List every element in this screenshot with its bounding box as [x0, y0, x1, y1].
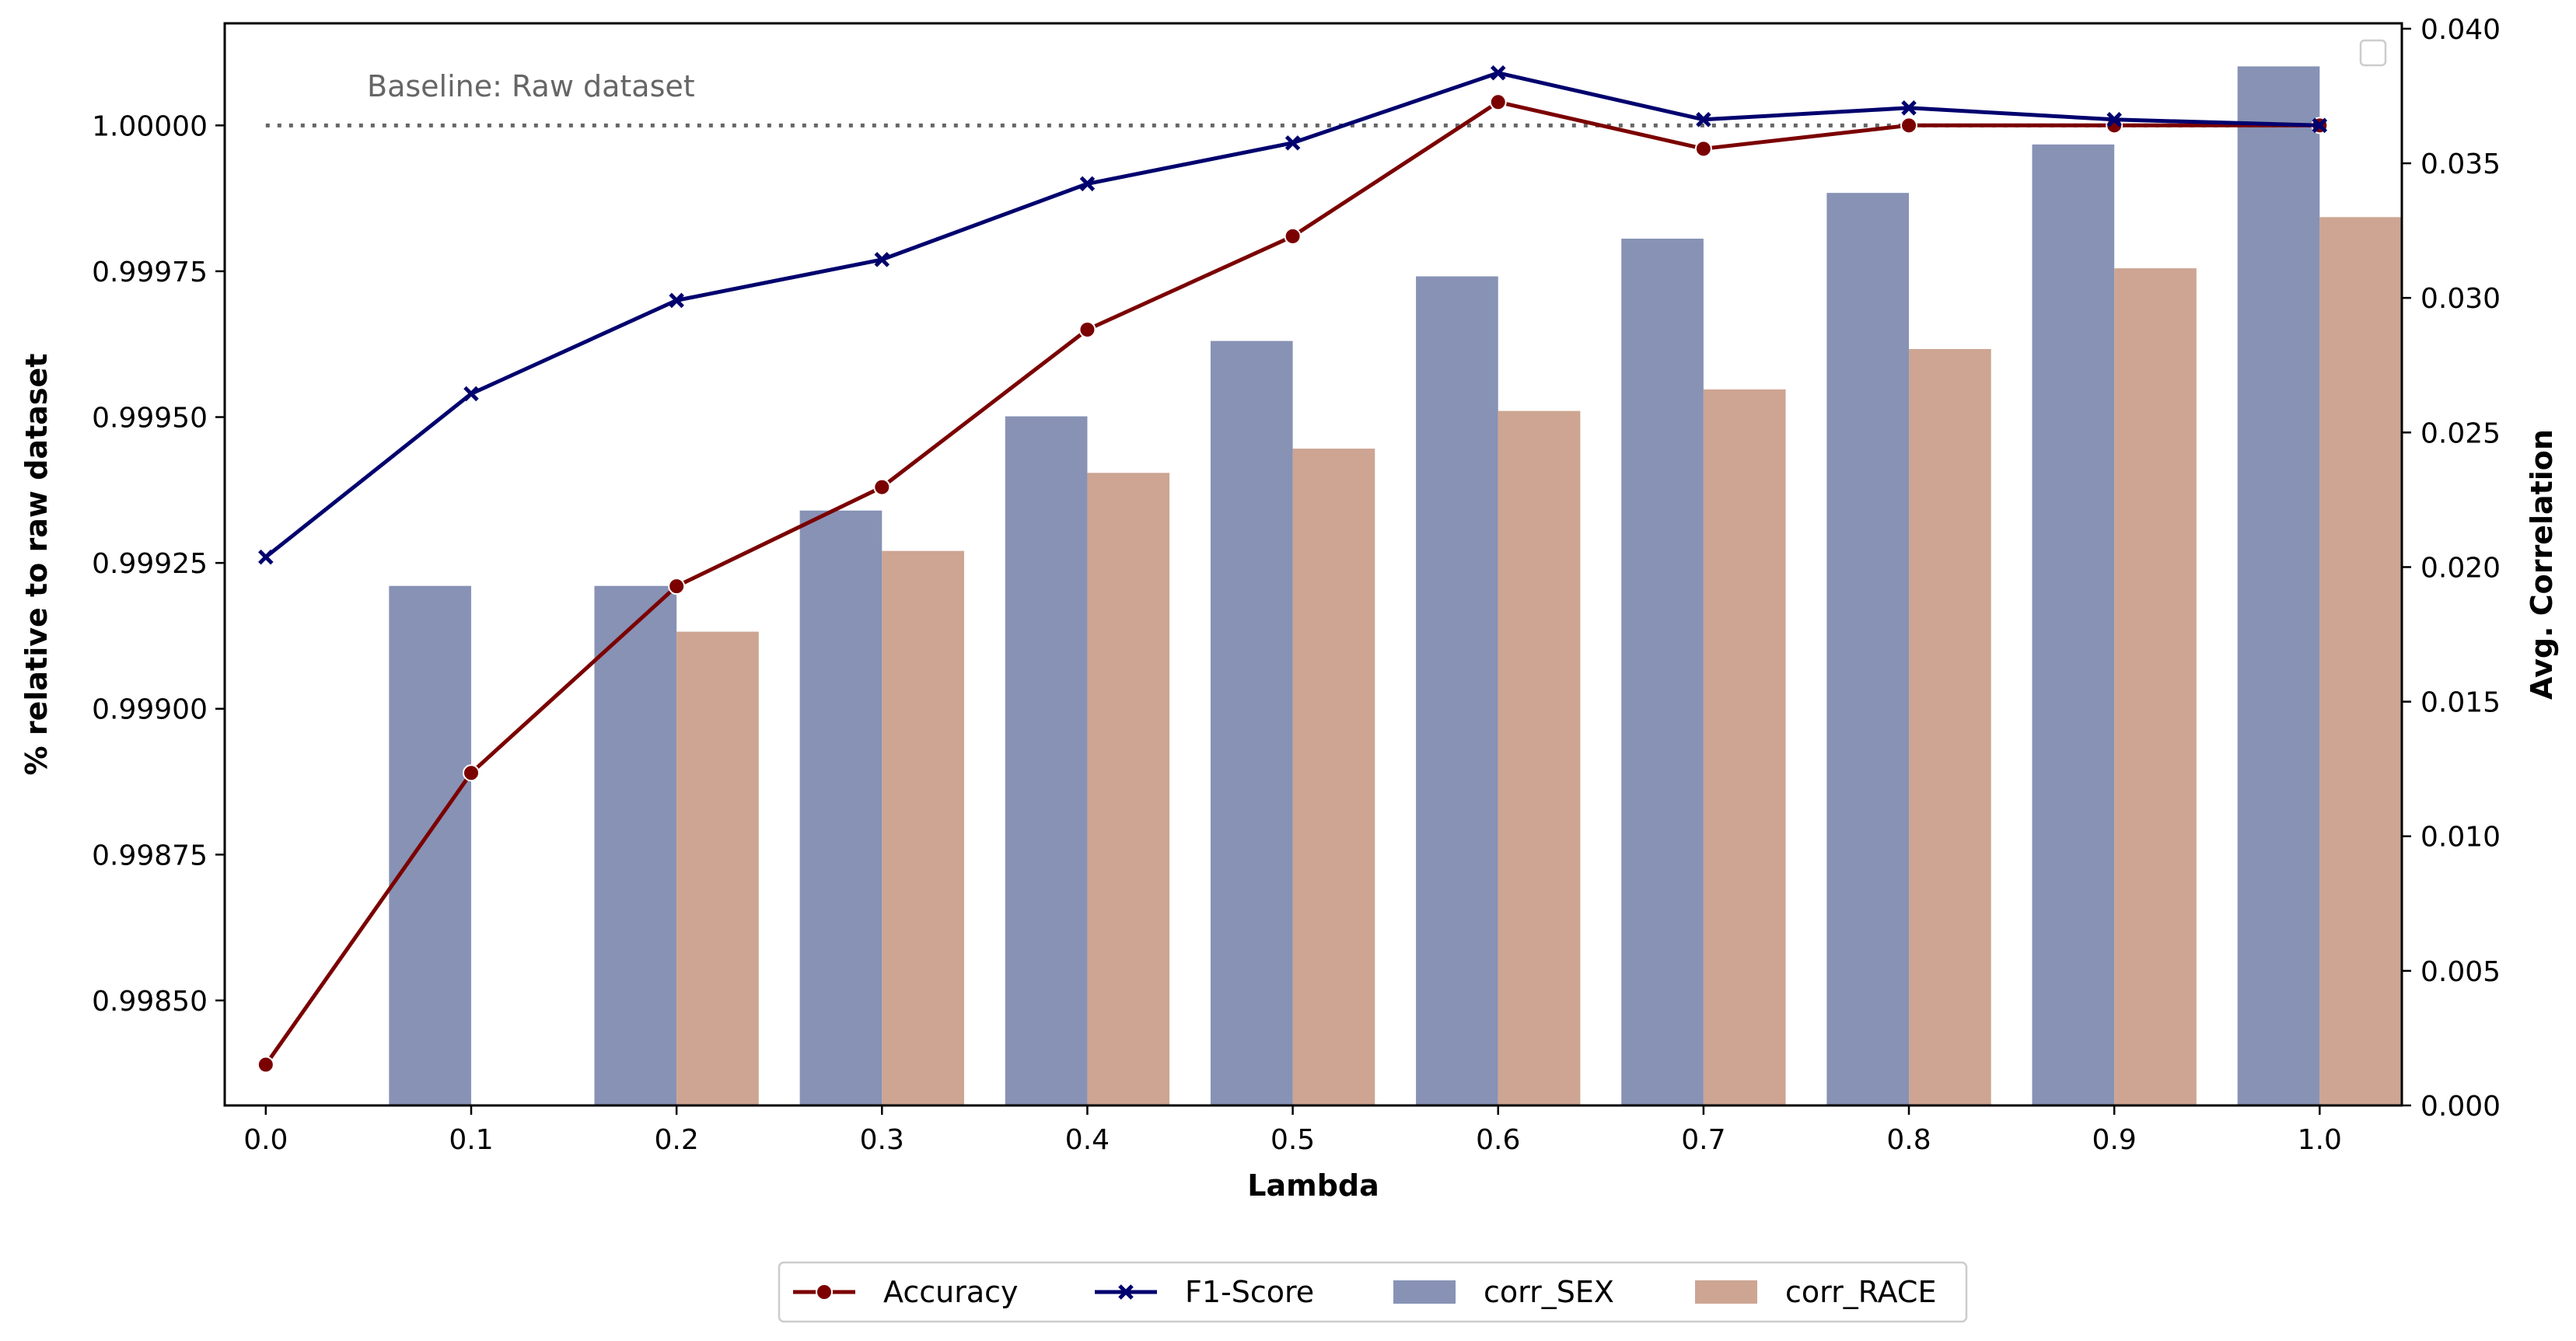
- legend-item-accuracy: Accuracy: [793, 1275, 1019, 1309]
- legend-item-corr-race: corr_RACE: [1695, 1275, 1936, 1309]
- point-f1-score-0.3: [874, 252, 890, 267]
- legend-item-corr-sex: corr_SEX: [1393, 1275, 1614, 1309]
- bar-corr-race-0.8: [1909, 348, 1991, 1105]
- left-tick-label-0.99975: 0.99975: [92, 257, 208, 288]
- point-accuracy-0.8: [1900, 117, 1918, 134]
- point-f1-score-0.9: [2106, 112, 2122, 127]
- point-f1-score-0.7: [1696, 112, 1711, 127]
- right-tick-label-0.010: 0.010: [2420, 822, 2501, 854]
- point-accuracy-0.2: [668, 578, 686, 595]
- bar-corr-race-0.3: [882, 550, 964, 1105]
- bar-corr-race-1.0: [2319, 217, 2402, 1105]
- right-tick-label-0.015: 0.015: [2420, 687, 2501, 719]
- x-tick-label-1.0: 1.0: [2298, 1124, 2342, 1156]
- bar-corr-race-0.4: [1087, 473, 1170, 1105]
- x-tick-label-0.8: 0.8: [1886, 1124, 1931, 1156]
- left-tick-label-0.99875: 0.99875: [92, 840, 208, 871]
- point-accuracy-0.7: [1694, 140, 1712, 158]
- point-f1-score-0.2: [669, 292, 684, 309]
- x-tick-label-0.2: 0.2: [654, 1124, 698, 1156]
- point-f1-score-0.0: [258, 549, 274, 565]
- axes-layer: 0.0 0.1 0.2 0.3 0.4 0.5 0.6 0.7 0.8 0.9 1.0 0.99850…: [92, 14, 2501, 1156]
- point-f1-score-0.1: [463, 386, 479, 402]
- legend-label-corr-race: corr_RACE: [1785, 1275, 1936, 1309]
- left-tick-label-0.99925: 0.99925: [92, 548, 208, 580]
- right-tick-label-0.000: 0.000: [2420, 1091, 2501, 1123]
- bar-corr-sex-0.8: [1826, 193, 1910, 1105]
- x-tick-label-0.1: 0.1: [449, 1124, 493, 1156]
- legend-marker-accuracy: [816, 1283, 833, 1301]
- bar-corr-race-0.9: [2114, 268, 2197, 1105]
- point-f1-score-0.6: [1490, 65, 1506, 81]
- left-tick-label-0.99950: 0.99950: [92, 403, 208, 435]
- point-accuracy-0.6: [1489, 93, 1507, 111]
- x-tick-label-0.4: 0.4: [1065, 1124, 1110, 1156]
- bar-corr-sex-0.9: [2032, 144, 2115, 1105]
- point-accuracy-0.4: [1078, 320, 1096, 338]
- point-accuracy-0.0: [257, 1056, 274, 1074]
- legend-frame: [778, 1261, 1968, 1323]
- legend: Accuracy F1-Score corr_SEX corr_RACE: [778, 1261, 1968, 1323]
- x-tick-label-0.9: 0.9: [2092, 1124, 2137, 1156]
- legend-items: Accuracy F1-Score corr_SEX corr_RACE: [793, 1275, 1936, 1309]
- legend-item-f1-score: F1-Score: [1095, 1275, 1314, 1309]
- right-tick-label-0.035: 0.035: [2420, 148, 2501, 180]
- empty-legend-box: [2359, 39, 2387, 67]
- x-tick-label-0.3: 0.3: [860, 1124, 904, 1156]
- bar-corr-race-0.7: [1703, 389, 1786, 1105]
- point-accuracy-0.1: [462, 764, 480, 782]
- point-f1-score-0.5: [1285, 135, 1301, 151]
- bar-corr-sex-0.7: [1621, 239, 1704, 1106]
- bar-corr-race-0.5: [1292, 449, 1375, 1105]
- point-f1-score-0.8: [1901, 100, 1917, 116]
- bar-corr-sex-0.5: [1210, 340, 1293, 1105]
- bar-corr-sex-0.6: [1416, 276, 1498, 1105]
- point-f1-score-1.0: [2312, 117, 2328, 134]
- bar-corr-sex-0.4: [1005, 416, 1088, 1105]
- legend-label-corr-sex: corr_SEX: [1484, 1275, 1614, 1309]
- right-axis-title: Avg. Correlation: [2525, 429, 2559, 700]
- left-tick-label-0.99900: 0.99900: [92, 694, 208, 726]
- legend-swatch-corr-race: [1695, 1280, 1757, 1304]
- bars-layer: [389, 66, 2402, 1106]
- right-tick-label-0.025: 0.025: [2420, 417, 2501, 449]
- point-accuracy-0.3: [873, 478, 891, 496]
- x-tick-label-0.7: 0.7: [1681, 1124, 1725, 1156]
- legend-swatch-corr-sex: [1393, 1280, 1456, 1304]
- left-tick-label-0.99850: 0.99850: [92, 986, 208, 1018]
- bar-corr-sex-0.2: [594, 585, 677, 1105]
- right-tick-label-0.040: 0.040: [2420, 14, 2501, 46]
- plot-frame: [223, 22, 2403, 1107]
- bar-corr-race-0.6: [1498, 410, 1581, 1105]
- bar-corr-sex-0.3: [799, 510, 883, 1105]
- right-tick-label-0.020: 0.020: [2420, 552, 2501, 584]
- baseline-label: Baseline: Raw dataset: [367, 69, 695, 103]
- legend-label-f1-score: F1-Score: [1185, 1275, 1314, 1309]
- legend-marker-f1-score: [1118, 1284, 1134, 1300]
- right-tick-label-0.030: 0.030: [2420, 283, 2501, 315]
- x-tick-label-0.6: 0.6: [1476, 1124, 1520, 1156]
- x-tick-label-0.5: 0.5: [1271, 1124, 1315, 1156]
- left-tick-label-1.00000: 1.00000: [92, 110, 208, 142]
- right-tick-label-0.005: 0.005: [2420, 956, 2501, 988]
- bar-corr-sex-0.1: [389, 585, 471, 1105]
- x-axis-title: Lambda: [1247, 1168, 1379, 1203]
- point-f1-score-0.4: [1079, 176, 1096, 192]
- legend-label-accuracy: Accuracy: [883, 1275, 1019, 1309]
- lines-layer: [257, 65, 2329, 1074]
- left-axis-title: % relative to raw dataset: [19, 354, 54, 776]
- x-tick-label-0.0: 0.0: [243, 1124, 288, 1156]
- bar-corr-sex-1.0: [2237, 66, 2320, 1106]
- point-accuracy-0.5: [1284, 227, 1302, 245]
- bar-corr-race-0.2: [676, 631, 759, 1105]
